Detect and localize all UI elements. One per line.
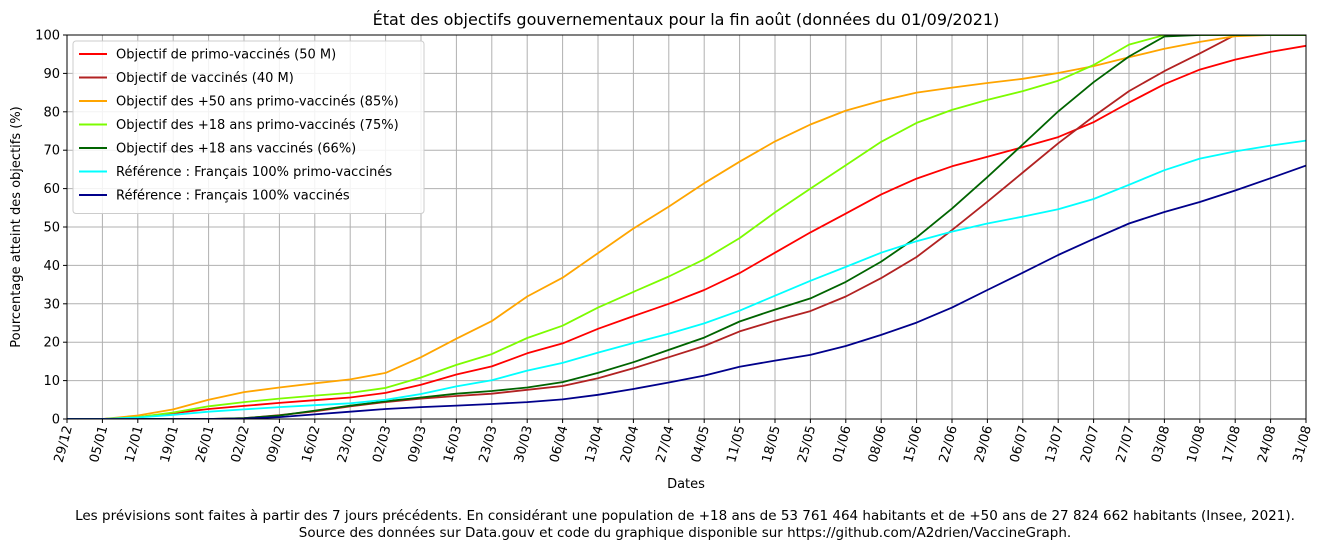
- legend-label: Objectif des +50 ans primo-vaccinés (85%…: [116, 95, 399, 110]
- y-tick-label: 80: [43, 105, 60, 120]
- x-tick-label: 16/02: [299, 424, 323, 464]
- legend: Objectif de primo-vaccinés (50 M) Objecti…: [72, 40, 425, 214]
- x-tick-label: 09/03: [406, 424, 430, 464]
- y-axis-label: Pourcentage atteint des objectifs (%): [9, 106, 24, 348]
- y-tick-label: 20: [43, 336, 60, 351]
- series-line: [67, 35, 1306, 419]
- x-tick-label: 23/02: [335, 424, 359, 464]
- x-tick-label: 25/05: [795, 424, 819, 464]
- x-tick-label: 09/02: [264, 424, 288, 464]
- x-tick-label: 30/03: [512, 424, 536, 464]
- y-tick-label: 100: [35, 29, 60, 44]
- footnote-source: Source des données sur Data.gouv et code…: [298, 525, 1072, 541]
- x-tick-label: 10/08: [1184, 424, 1208, 464]
- legend-label: Référence : Français 100% primo-vaccinés: [116, 165, 392, 180]
- x-tick-label: 18/05: [760, 424, 784, 464]
- legend-label: Objectif de primo-vaccinés (50 M): [116, 48, 336, 63]
- x-tick-label: 26/01: [193, 424, 217, 464]
- x-tick-label: 17/08: [1220, 424, 1244, 464]
- x-tick-label: 13/07: [1043, 424, 1067, 464]
- y-tick-label: 10: [43, 374, 60, 389]
- x-tick-label: 31/08: [1291, 424, 1315, 464]
- x-axis-label: Dates: [667, 477, 705, 492]
- x-tick-label: 19/01: [158, 424, 182, 464]
- legend-label: Objectif des +18 ans vaccinés (66%): [116, 142, 356, 157]
- y-tick-label: 50: [43, 221, 60, 236]
- legend-box: [72, 40, 425, 214]
- y-tick-label: 60: [43, 182, 60, 197]
- chart-title: État des objectifs gouvernementaux pour …: [373, 10, 1000, 29]
- x-tick-label: 06/04: [547, 424, 571, 464]
- footnote-population: Les prévisions sont faites à partir des …: [75, 508, 1295, 524]
- y-tick-label: 40: [43, 259, 60, 274]
- series-line: [67, 139, 1306, 419]
- x-tick-label: 24/08: [1255, 424, 1279, 464]
- x-tick-label: 23/03: [476, 424, 500, 464]
- x-tick-label: 11/05: [724, 424, 748, 464]
- series-line: [67, 164, 1306, 419]
- x-tick-label: 05/01: [87, 424, 111, 464]
- x-tick-label: 12/01: [122, 424, 146, 464]
- x-tick-label: 29/12: [52, 424, 76, 464]
- x-tick-label: 27/07: [1114, 424, 1138, 464]
- legend-label: Objectif des +18 ans primo-vaccinés (75%…: [116, 118, 399, 133]
- y-tick-label: 0: [52, 413, 60, 428]
- x-tick-label: 27/04: [653, 424, 677, 464]
- series-line: [67, 44, 1306, 419]
- x-tick-label: 13/04: [583, 424, 607, 464]
- x-tick-label: 03/08: [1149, 424, 1173, 464]
- series-lines: [67, 35, 1306, 419]
- legend-label: Objectif de vaccinés (40 M): [116, 71, 294, 86]
- x-tick-label: 20/07: [1078, 424, 1102, 464]
- x-tick-label: 29/06: [972, 424, 996, 464]
- x-tick-label: 04/05: [689, 424, 713, 464]
- x-tick-label: 06/07: [1007, 424, 1031, 464]
- y-tick-label: 90: [43, 67, 60, 82]
- series-line: [67, 35, 1306, 419]
- x-tick-label: 02/02: [229, 424, 253, 464]
- y-tick-label: 30: [43, 297, 60, 312]
- series-line: [67, 35, 1306, 419]
- x-tick-label: 15/06: [901, 424, 925, 464]
- y-tick-label: 70: [43, 144, 60, 159]
- x-tick-label: 16/03: [441, 424, 465, 464]
- x-tick-label: 08/06: [866, 424, 890, 464]
- x-tick-label: 01/06: [830, 424, 854, 464]
- line-chart: État des objectifs gouvernementaux pour …: [9, 10, 1315, 492]
- x-tick-label: 20/04: [618, 424, 642, 464]
- legend-label: Référence : Français 100% vaccinés: [116, 189, 350, 204]
- x-tick-label: 22/06: [937, 424, 961, 464]
- x-tick-label: 02/03: [370, 424, 394, 464]
